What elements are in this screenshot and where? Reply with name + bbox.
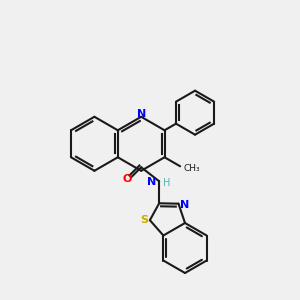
Text: CH₃: CH₃ (183, 164, 200, 173)
Text: H: H (164, 178, 171, 188)
Text: O: O (122, 174, 132, 184)
Text: N: N (136, 109, 146, 119)
Text: N: N (146, 177, 156, 187)
Text: N: N (180, 200, 189, 210)
Text: S: S (140, 215, 148, 225)
